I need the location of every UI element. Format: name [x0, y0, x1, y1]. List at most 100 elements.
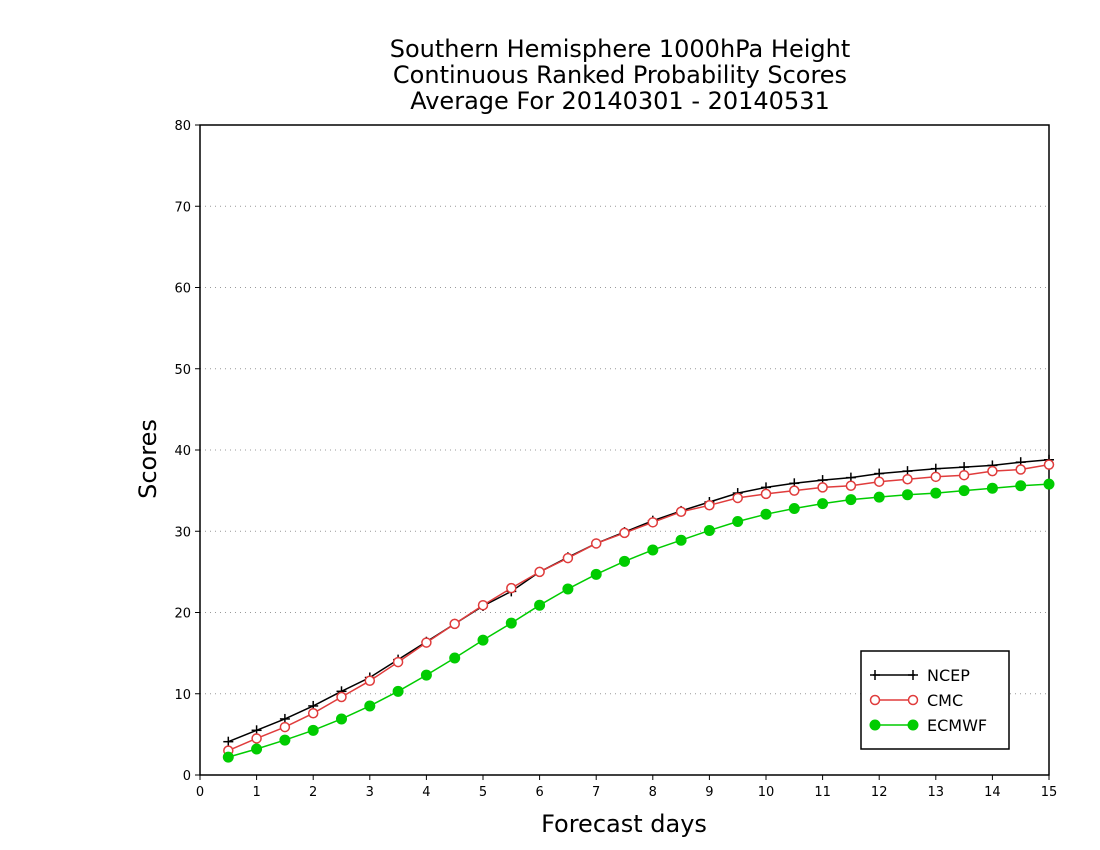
data-point-ecmwf — [307, 724, 319, 736]
chart-title-line-2: Continuous Ranked Probability Scores — [392, 61, 848, 89]
data-point-ecmwf — [873, 491, 885, 503]
data-point-ecmwf — [930, 487, 942, 499]
data-point-ecmwf — [986, 482, 998, 494]
data-point-ecmwf — [364, 700, 376, 712]
data-point-cmc — [760, 488, 772, 500]
data-point-cmc — [675, 506, 687, 517]
data-point-ncep — [223, 736, 234, 747]
data-point-ecmwf — [336, 713, 347, 725]
y-tick-label: 70 — [174, 200, 191, 215]
data-point-ecmwf — [845, 494, 857, 506]
data-point-cmc — [336, 691, 347, 703]
chart-title-line-3: Average For 20140301 - 20140531 — [410, 87, 830, 115]
legend-marker-cmc — [907, 694, 919, 706]
data-point-ecmwf — [420, 669, 432, 681]
data-point-ecmwf — [732, 516, 744, 527]
data-point-cmc — [873, 476, 885, 487]
data-point-cmc — [534, 566, 545, 578]
x-tick-label: 12 — [871, 785, 888, 800]
y-tick-label: 20 — [174, 607, 191, 622]
x-tick-label: 7 — [592, 785, 600, 800]
data-point-ecmwf — [1043, 478, 1055, 490]
data-point-ecmwf — [675, 534, 687, 546]
data-point-cmc — [1043, 459, 1055, 470]
x-tick-label: 8 — [649, 785, 657, 800]
data-point-cmc — [987, 465, 998, 477]
data-point-cmc — [279, 721, 291, 733]
data-point-cmc — [817, 482, 828, 493]
x-tick-label: 1 — [252, 785, 260, 800]
x-tick-label: 5 — [479, 785, 487, 800]
data-point-ecmwf — [392, 685, 404, 697]
data-point-ecmwf — [590, 568, 602, 580]
legend-label-cmc: CMC — [927, 691, 963, 710]
data-point-cmc — [619, 527, 630, 539]
data-point-cmc — [704, 500, 715, 511]
data-point-cmc — [647, 517, 659, 528]
data-point-cmc — [449, 618, 460, 630]
data-point-ecmwf — [817, 498, 829, 510]
data-point-ecmwf — [251, 743, 263, 755]
x-tick-label: 9 — [705, 785, 713, 800]
data-point-ecmwf — [647, 544, 659, 556]
data-point-cmc — [590, 538, 602, 549]
data-point-cmc — [364, 675, 376, 686]
data-point-ecmwf — [505, 617, 517, 629]
data-point-ecmwf — [477, 634, 489, 646]
data-point-ecmwf — [788, 503, 800, 514]
data-point-cmc — [958, 469, 970, 481]
legend-marker-ncep — [908, 670, 918, 680]
x-tick-label: 11 — [814, 785, 831, 800]
legend-label-ecmwf: ECMWF — [927, 716, 987, 735]
data-point-ecmwf — [279, 734, 291, 746]
data-point-cmc — [562, 552, 574, 564]
x-tick-label: 14 — [984, 785, 1001, 800]
data-point-cmc — [845, 480, 857, 491]
data-point-ecmwf — [222, 751, 234, 763]
x-tick-label: 10 — [758, 785, 775, 800]
data-point-ecmwf — [534, 599, 546, 611]
y-tick-label: 80 — [174, 119, 191, 134]
data-point-cmc — [902, 474, 913, 485]
data-point-ecmwf — [562, 583, 574, 595]
y-tick-label: 10 — [174, 688, 191, 703]
data-point-ecmwf — [1015, 480, 1027, 492]
data-point-ecmwf — [619, 555, 630, 567]
legend-marker-ecmwf — [869, 719, 881, 731]
y-axis-label: Scores — [134, 419, 162, 499]
legend-label-ncep: NCEP — [927, 666, 970, 685]
data-point-cmc — [732, 492, 743, 504]
data-point-cmc — [1015, 464, 1026, 475]
y-tick-label: 0 — [183, 769, 191, 784]
x-axis-label: Forecast days — [541, 810, 707, 838]
data-point-ecmwf — [902, 489, 913, 501]
y-tick-label: 60 — [174, 282, 191, 297]
x-tick-label: 2 — [309, 785, 317, 800]
x-tick-label: 13 — [928, 785, 945, 800]
legend-marker-cmc — [869, 694, 881, 706]
data-point-cmc — [421, 637, 432, 648]
data-point-ecmwf — [703, 524, 715, 536]
data-point-cmc — [789, 485, 800, 496]
data-point-cmc — [930, 471, 942, 483]
data-point-cmc — [392, 656, 404, 668]
x-tick-label: 3 — [366, 785, 374, 800]
legend-marker-ncep — [870, 670, 880, 680]
x-tick-label: 0 — [196, 785, 204, 800]
data-point-ecmwf — [449, 652, 461, 664]
chart-title-line-1: Southern Hemisphere 1000hPa Height — [389, 35, 851, 63]
data-point-ecmwf — [760, 508, 772, 520]
y-tick-label: 40 — [174, 444, 191, 459]
data-point-cmc — [506, 582, 517, 594]
data-point-cmc — [251, 733, 262, 744]
legend-marker-ecmwf — [907, 719, 919, 731]
data-point-cmc — [477, 599, 489, 611]
x-tick-label: 15 — [1041, 785, 1058, 800]
x-tick-label: 6 — [535, 785, 543, 800]
y-tick-label: 30 — [174, 525, 191, 540]
data-point-cmc — [307, 708, 319, 719]
data-point-ecmwf — [958, 485, 970, 497]
legend-box — [860, 650, 1010, 750]
y-tick-label: 50 — [174, 363, 191, 378]
